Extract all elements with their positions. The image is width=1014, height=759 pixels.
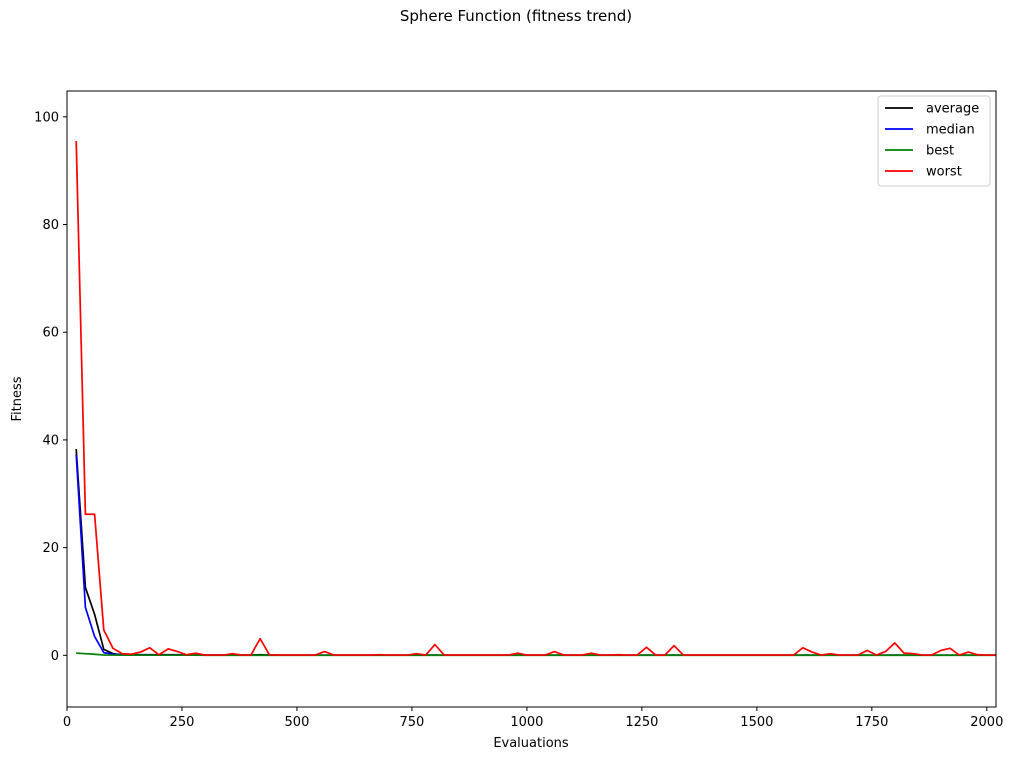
y-tick-label: 100 [34,110,59,125]
x-tick-label: 250 [170,715,195,730]
legend-label-worst: worst [926,165,962,180]
legend-label-average: average [926,102,979,117]
x-tick-label: 2000 [970,715,1003,730]
x-axis-label: Evaluations [493,736,569,751]
x-tick-label: 500 [285,715,310,730]
x-tick-label: 750 [400,715,425,730]
y-tick-label: 0 [51,649,59,664]
legend: average median best worst [877,95,991,187]
y-axis: 0 20 40 60 80 100 [34,110,67,664]
legend-label-best: best [926,144,954,159]
legend-box [877,95,991,187]
series-layer [75,141,996,657]
x-tick-label: 1000 [510,715,543,730]
x-axis: 0 250 500 750 1000 1250 1500 1750 2000 [63,707,1003,730]
chart-title: Sphere Function (fitness trend) [400,7,632,25]
series-line-worst [75,141,996,656]
x-tick-label: 1750 [855,715,888,730]
x-tick-label: 1250 [625,715,658,730]
x-tick-label: 1500 [740,715,773,730]
y-tick-label: 80 [42,218,59,233]
y-tick-label: 60 [42,326,59,341]
legend-label-median: median [926,123,975,138]
legend-entries: average median best worst [885,102,979,180]
y-axis-label: Fitness [10,376,25,421]
y-tick-label: 20 [42,541,59,556]
plot-area [66,90,997,708]
y-tick-label: 40 [42,433,59,448]
plot-frame [66,90,997,708]
x-tick-label: 0 [63,715,71,730]
